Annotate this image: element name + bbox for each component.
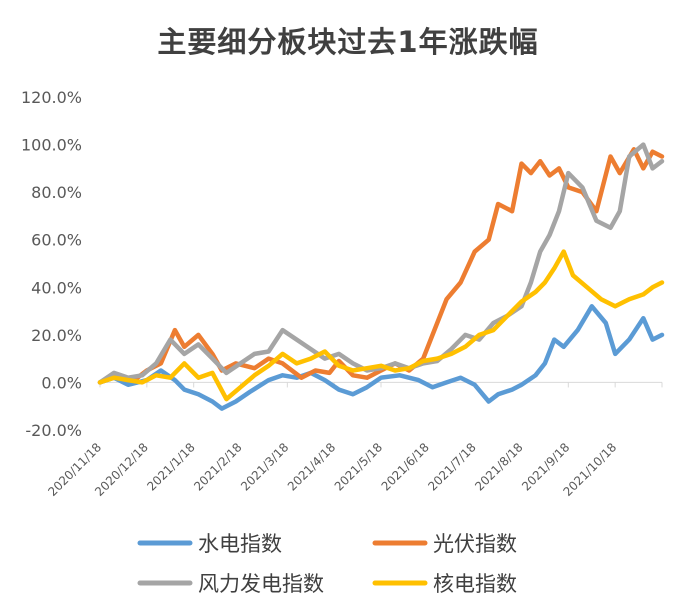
x-tick-label: 2021/8/18 <box>472 440 525 493</box>
legend-label: 光伏指数 <box>433 532 517 556</box>
chart-title: 主要细分板块过去1年涨跌幅 <box>157 25 538 59</box>
legend-label: 水电指数 <box>198 532 282 556</box>
x-tick-label: 2021/4/18 <box>285 440 338 493</box>
y-tick-label: 60.0% <box>31 231 82 250</box>
y-axis: -20.0% 0.0% 20.0% 40.0% 60.0% 80.0% 100.0% 120.… <box>21 88 82 440</box>
legend-label: 核电指数 <box>433 572 517 596</box>
series-line-3 <box>97 142 665 385</box>
x-tick-label: 2021/5/18 <box>332 440 385 493</box>
y-tick-label: 40.0% <box>31 278 82 297</box>
series-lines <box>97 142 665 411</box>
y-tick-label: 120.0% <box>21 88 82 107</box>
y-tick-label: 100.0% <box>21 136 82 155</box>
series-line-4 <box>97 249 665 402</box>
y-tick-label: 20.0% <box>31 326 82 345</box>
x-tick-label: 2021/2/18 <box>191 440 244 493</box>
y-tick-label: 0.0% <box>41 373 82 392</box>
y-tick-label: -20.0% <box>25 421 82 440</box>
x-tick-label: 2021/1/18 <box>144 440 197 493</box>
x-tick-label: 2021/7/18 <box>425 440 478 493</box>
legend-label: 风力发电指数 <box>198 572 324 596</box>
x-axis: 2020/11/182020/12/182021/1/182021/2/1820… <box>45 381 663 499</box>
x-tick-label: 2021/3/18 <box>238 440 291 493</box>
series-line-1 <box>97 304 665 411</box>
y-tick-label: 80.0% <box>31 183 82 202</box>
x-tick-label: 2021/6/18 <box>379 440 432 493</box>
